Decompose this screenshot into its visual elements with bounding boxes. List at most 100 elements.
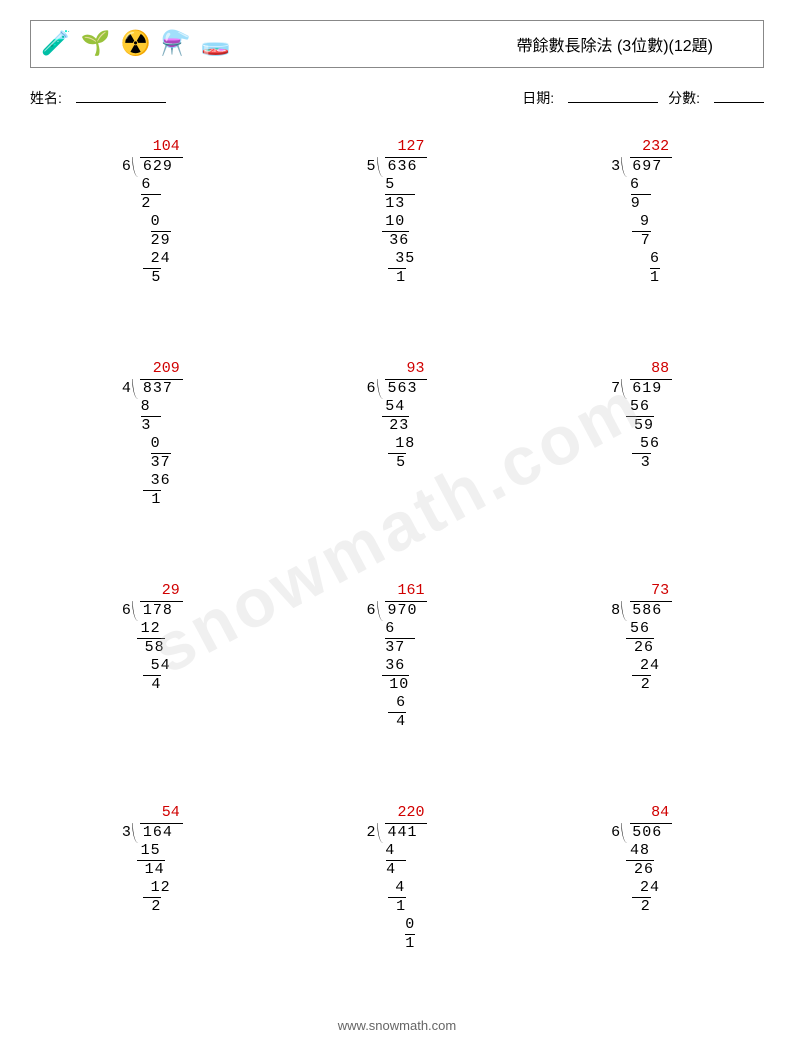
work-line: 24 — [626, 879, 660, 897]
header-icon: 🌱 — [81, 32, 111, 56]
quotient: 54 — [140, 804, 183, 824]
divisor: 4 — [122, 380, 133, 398]
long-division: 23236976 9 9 761 — [611, 138, 672, 287]
work-line: 4 — [382, 842, 416, 860]
dividend: 837 — [140, 380, 173, 398]
quotient: 161 — [385, 582, 428, 602]
work-line: 6 — [137, 176, 171, 194]
dividend: 164 — [140, 824, 173, 842]
dividend: 178 — [140, 602, 173, 620]
footer-url: www.snowmath.com — [30, 1006, 764, 1033]
quotient: 232 — [630, 138, 673, 158]
work-line: 56 — [626, 620, 660, 638]
work-steps: 12 58544 — [137, 620, 183, 694]
work-line: 0 — [382, 916, 416, 934]
work-line: 4 — [137, 675, 171, 694]
divisor: 6 — [367, 602, 378, 620]
division-row: 7619 — [611, 380, 672, 398]
problem: 12756365 13 10 36351 — [275, 138, 520, 340]
division-row: 5 636 — [367, 158, 428, 176]
long-division: 16169706 37 36 1064 — [367, 582, 428, 731]
problem: 73858656 26242 — [519, 582, 764, 784]
work-line: 0 — [137, 213, 171, 231]
quotient: 209 — [140, 360, 183, 380]
work-line: 5 — [137, 268, 171, 287]
division-row: 6 178 — [122, 602, 183, 620]
work-line: 3 — [137, 416, 171, 435]
work-steps: 4 4 4 101 — [382, 842, 428, 953]
date-label: 日期: — [522, 88, 554, 108]
work-line: 7 — [626, 231, 660, 250]
work-line: 9 — [626, 213, 660, 231]
divisor: 3 — [122, 824, 133, 842]
score-blank — [714, 88, 764, 103]
work-line: 14 — [137, 860, 171, 879]
division-row: 6563 — [367, 380, 428, 398]
header-icon: ☢️ — [121, 32, 151, 56]
division-bracket — [378, 602, 386, 620]
work-steps: 15 14122 — [137, 842, 183, 916]
work-line: 2 — [626, 675, 660, 694]
division-row: 6 629 — [122, 158, 183, 176]
work-line: 2 — [626, 897, 660, 916]
dividend: 636 — [385, 158, 418, 176]
work-line: 12 — [137, 620, 171, 638]
division-bracket — [133, 158, 141, 176]
work-line: 26 — [626, 638, 660, 657]
divisor: 6 — [122, 158, 133, 176]
division-bracket — [622, 602, 630, 620]
long-division: 84650648 26242 — [611, 804, 672, 916]
problem: 88761956 59563 — [519, 360, 764, 562]
work-steps: 6 9 9 761 — [626, 176, 672, 287]
work-steps: 6 37 36 1064 — [382, 620, 428, 731]
divisor: 5 — [367, 158, 378, 176]
division-row: 6970 — [367, 602, 428, 620]
divisor: 6 — [122, 602, 133, 620]
work-line: 4 — [382, 879, 416, 897]
work-line: 26 — [626, 860, 660, 879]
long-division: 22024414 4 4 101 — [367, 804, 428, 953]
division-bracket — [378, 380, 386, 398]
work-line: 13 — [382, 194, 416, 213]
work-line: 56 — [626, 435, 660, 453]
work-line: 8 — [137, 398, 171, 416]
quotient: 84 — [630, 804, 673, 824]
work-line: 3 — [626, 453, 660, 472]
work-line: 36 — [382, 657, 416, 675]
work-line: 0 — [137, 435, 171, 453]
division-bracket — [133, 602, 141, 620]
work-line: 6 — [382, 694, 416, 712]
work-line: 29 — [137, 231, 171, 250]
score-label: 分數: — [668, 88, 700, 108]
work-line: 10 — [382, 213, 416, 231]
work-line: 9 — [626, 194, 660, 213]
division-bracket — [378, 158, 386, 176]
work-steps: 54 23185 — [382, 398, 428, 472]
work-line: 5 — [382, 176, 416, 194]
work-line: 36 — [137, 472, 171, 490]
work-line: 6 — [626, 176, 660, 194]
division-bracket — [133, 824, 141, 842]
division-bracket — [622, 380, 630, 398]
problem: 23236976 9 9 761 — [519, 138, 764, 340]
work-line: 48 — [626, 842, 660, 860]
work-line: 59 — [626, 416, 660, 435]
header-icon: ⚗️ — [161, 32, 191, 56]
header-icons: 🧪🌱☢️⚗️🧫 — [41, 32, 230, 56]
work-line: 54 — [382, 398, 416, 416]
header-icon: 🧫 — [201, 32, 231, 56]
work-line: 5 — [382, 453, 416, 472]
quotient: 127 — [385, 138, 428, 158]
work-line: 2 — [137, 897, 171, 916]
quotient: 93 — [385, 360, 428, 380]
dividend: 506 — [629, 824, 662, 842]
dividend: 629 — [140, 158, 173, 176]
work-line: 37 — [137, 453, 171, 472]
work-line: 4 — [382, 860, 416, 879]
divisor: 2 — [367, 824, 378, 842]
quotient: 88 — [630, 360, 673, 380]
work-line: 58 — [137, 638, 171, 657]
work-line: 10 — [382, 675, 416, 694]
name-label: 姓名: — [30, 88, 62, 108]
problem: 10466296 2 0 29245 — [30, 138, 275, 340]
